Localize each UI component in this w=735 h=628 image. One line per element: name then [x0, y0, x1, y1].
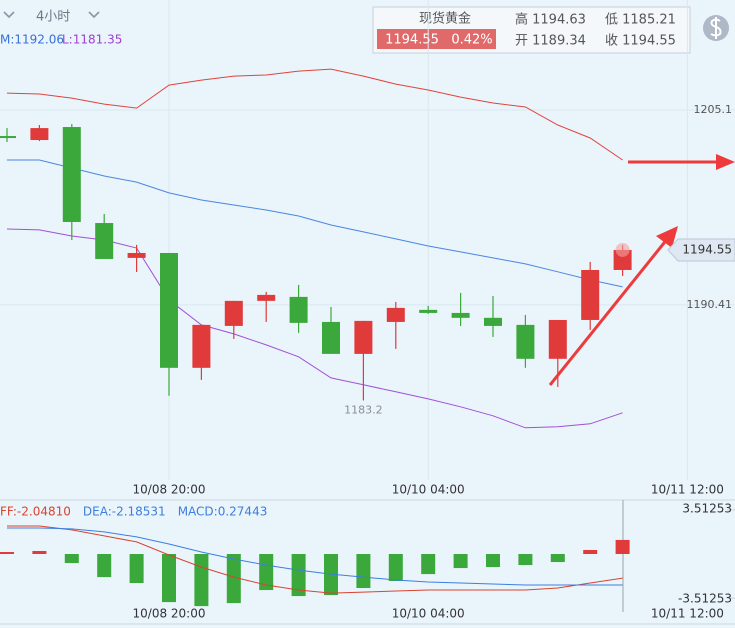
macd-bar — [259, 554, 274, 591]
macd-bar — [291, 554, 306, 597]
candle-body — [95, 223, 114, 259]
quote-open: 开 1189.34 — [515, 34, 586, 49]
y-tick-label: -3.51253 — [678, 592, 732, 606]
candle-body — [581, 269, 600, 320]
last-price-label: 1194.55 — [682, 242, 732, 256]
indicator-value: M:1192.06 — [0, 33, 64, 47]
macd-line — [7, 527, 623, 586]
macd-bar — [356, 554, 371, 589]
candle-body — [224, 300, 243, 326]
trend-arrow-head — [656, 226, 678, 248]
candle-body — [0, 136, 16, 139]
band-line — [6, 68, 623, 161]
candle-body — [484, 317, 502, 326]
candle-body — [548, 319, 567, 359]
macd-bar — [129, 554, 144, 584]
legend-entry: MACD:0.27443 — [178, 505, 268, 519]
macd-bar — [421, 554, 436, 575]
macd-bar — [194, 554, 209, 607]
flat-arrow-head — [716, 154, 735, 170]
macd-bar — [518, 554, 533, 566]
quote-high: 高 1194.63 — [515, 12, 586, 28]
macd-bar — [615, 539, 630, 554]
macd-bar — [583, 549, 598, 554]
quote-low: 低 1185.21 — [605, 13, 676, 28]
candle-body — [322, 321, 340, 354]
macd-line — [7, 525, 623, 594]
macd-bar — [32, 550, 47, 554]
macd-bar — [0, 551, 14, 554]
macd-bar — [453, 554, 468, 569]
chevron-left[interactable] — [3, 11, 15, 19]
macd-bar — [64, 554, 79, 564]
macd-bar — [162, 554, 176, 603]
last-price-glow — [615, 242, 630, 257]
trend-arrow — [548, 237, 670, 386]
currency-icon — [710, 17, 722, 39]
quote-price: 1194.55 — [385, 33, 439, 48]
candle-body — [160, 252, 178, 368]
x-tick-label: 10/11 12:00 — [651, 607, 724, 621]
x-tick-label: 10/08 20:00 — [133, 607, 206, 621]
macd-bar — [97, 554, 112, 578]
band-line — [7, 159, 623, 288]
candle-body — [127, 252, 146, 258]
quote-price-box — [377, 29, 496, 49]
x-tick-label: 10/10 04:00 — [392, 483, 465, 497]
y-tick-label: 3.51253 — [682, 501, 732, 515]
y-tick-label: 1205.1 — [694, 103, 733, 116]
candle-body — [451, 312, 470, 318]
period-label[interactable]: 4小时 — [36, 10, 70, 25]
candle-body — [62, 127, 81, 222]
candle-body — [516, 324, 535, 359]
candle-body — [30, 128, 49, 141]
quote-close: 收 1194.55 — [605, 34, 676, 49]
legend-entry: DEA:-2.18531 — [83, 505, 166, 519]
macd-bar — [550, 554, 565, 563]
macd-bar — [226, 554, 241, 604]
candle-body — [192, 324, 211, 368]
quote-change: 0.42% — [451, 33, 492, 48]
candle-body — [257, 294, 276, 301]
x-tick-label: 10/10 04:00 — [392, 607, 465, 621]
chevron-period[interactable] — [88, 11, 100, 19]
candle-body — [419, 309, 438, 313]
candle-body — [289, 296, 308, 323]
legend-entry: FF:-2.04810 — [0, 505, 71, 519]
indicator-value: L:1181.35 — [62, 33, 122, 47]
quote-name: 现货黄金 — [419, 11, 471, 27]
candle-body — [354, 320, 373, 354]
last-price-tag — [667, 238, 735, 262]
candle-body — [386, 307, 405, 322]
x-tick-label: 10/11 12:00 — [651, 483, 724, 497]
macd-bar — [388, 554, 403, 581]
macd-bar — [486, 554, 500, 568]
low-label: 1183.2 — [344, 403, 383, 416]
y-tick-label: 1190.41 — [687, 298, 733, 311]
x-tick-label: 10/08 20:00 — [133, 483, 206, 497]
